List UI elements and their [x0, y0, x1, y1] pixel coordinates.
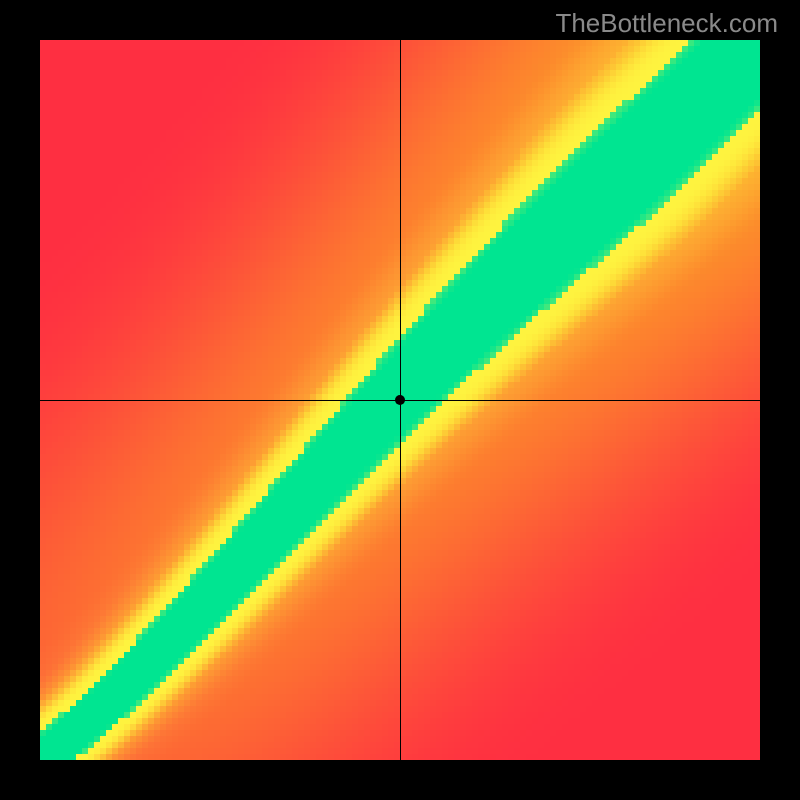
chart-container: { "watermark": { "text": "TheBottleneck.… — [0, 0, 800, 800]
watermark-text: TheBottleneck.com — [555, 8, 778, 39]
crosshair-overlay — [40, 40, 760, 760]
